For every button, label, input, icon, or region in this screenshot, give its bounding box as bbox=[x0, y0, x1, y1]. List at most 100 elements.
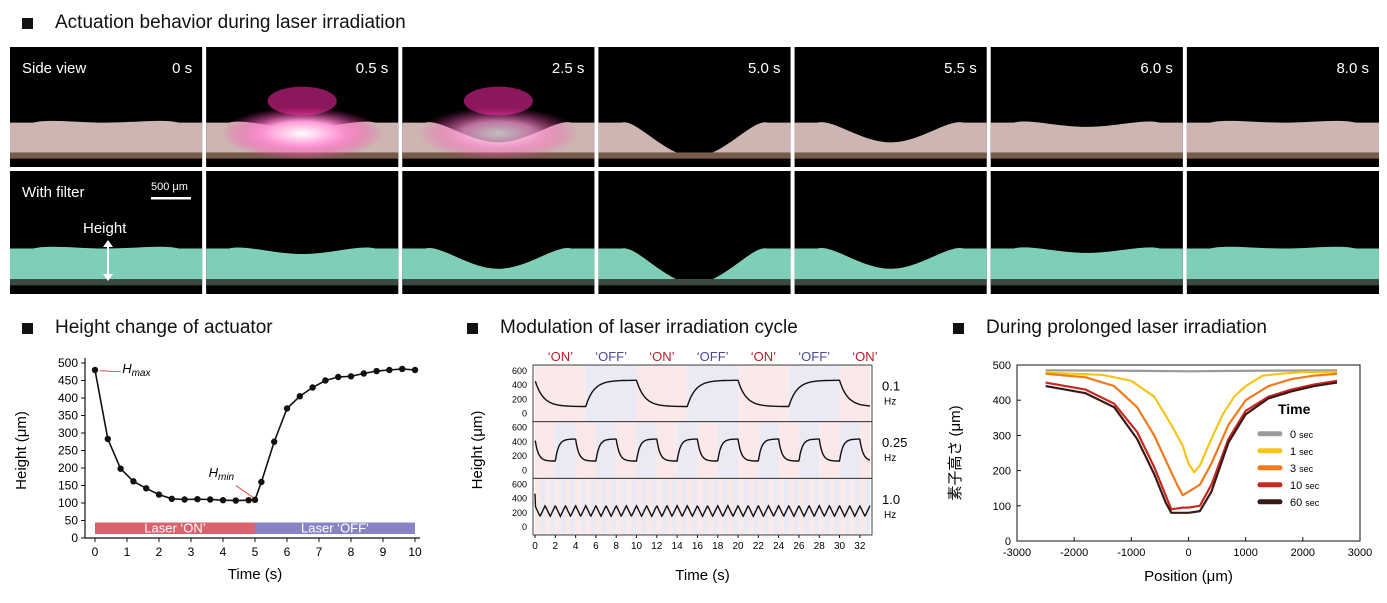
data-point bbox=[373, 367, 380, 375]
substrate-layer bbox=[10, 279, 203, 286]
x-tick-label: 10 bbox=[631, 541, 643, 552]
laser-band bbox=[255, 522, 415, 534]
phase-stripe bbox=[565, 478, 571, 535]
actuator-body bbox=[794, 248, 987, 280]
phase-stripe bbox=[788, 478, 794, 535]
phase-label: ‘OFF’ bbox=[697, 349, 729, 364]
phase-stripe bbox=[692, 478, 698, 535]
phase-stripe bbox=[580, 478, 586, 535]
data-point bbox=[104, 435, 112, 443]
y-tick-label: 400 bbox=[58, 391, 78, 405]
phase-stripe bbox=[738, 365, 789, 422]
phase-stripe bbox=[595, 478, 601, 535]
data-point bbox=[399, 365, 406, 373]
phase-stripe bbox=[727, 478, 733, 535]
phase-stripe bbox=[555, 421, 576, 479]
y-tick-label: 200 bbox=[512, 508, 527, 518]
actuator-body bbox=[402, 248, 595, 280]
x-tick-label: 8 bbox=[613, 541, 619, 552]
timestamp-label: 2.5 s bbox=[552, 60, 585, 77]
phase-stripe bbox=[738, 478, 744, 535]
phase-stripe bbox=[748, 478, 754, 535]
x-tick-label: -3000 bbox=[1003, 547, 1031, 559]
bullet-square-icon bbox=[953, 322, 964, 334]
photo-panel: 0 s 0.5 s 2.5 s 5.0 s 5.5 s 6.0 s 8.0 s Side vi… bbox=[10, 47, 1379, 294]
phase-stripe bbox=[651, 478, 657, 535]
x-tick-label: 2000 bbox=[1291, 547, 1315, 559]
hmin-annotation: Hmin bbox=[209, 465, 235, 483]
phase-label: ‘ON’ bbox=[649, 349, 674, 364]
phase-stripe bbox=[732, 478, 739, 535]
phase-label: ‘OFF’ bbox=[798, 349, 830, 364]
phase-stripe bbox=[697, 478, 703, 535]
phase-stripe bbox=[839, 478, 845, 535]
phase-stripe bbox=[575, 478, 581, 535]
phase-stripe bbox=[672, 478, 678, 535]
phase-stripe bbox=[661, 478, 667, 535]
bullet-square-icon bbox=[22, 322, 33, 334]
phase-stripe bbox=[707, 478, 713, 535]
phase-stripe bbox=[656, 421, 678, 479]
phase-stripe bbox=[611, 478, 617, 535]
actuator-body bbox=[794, 122, 987, 153]
phase-stripe bbox=[743, 478, 749, 535]
data-point bbox=[207, 496, 214, 503]
substrate-layer bbox=[10, 152, 203, 159]
y-tick-label: 500 bbox=[58, 356, 78, 370]
x-tick-label: 16 bbox=[692, 541, 704, 552]
x-tick-label: 3 bbox=[188, 545, 195, 559]
section-title: During prolonged laser irradiation bbox=[986, 317, 1267, 338]
phase-stripe bbox=[717, 421, 739, 479]
phase-stripe bbox=[616, 421, 637, 479]
laser-scatter bbox=[267, 86, 337, 116]
phase-stripe bbox=[702, 478, 708, 535]
x-tick-label: 14 bbox=[672, 541, 684, 552]
modulation-series-line bbox=[534, 493, 871, 518]
modulation-series-line bbox=[534, 379, 870, 408]
bullet-square-icon bbox=[22, 17, 33, 29]
x-tick-label: 0 bbox=[532, 541, 538, 552]
data-point bbox=[309, 384, 316, 391]
phase-stripe bbox=[763, 478, 769, 535]
actuator-body bbox=[990, 247, 1183, 280]
phase-stripe bbox=[646, 478, 652, 535]
x-tick-label: 28 bbox=[814, 541, 826, 552]
x-tick-label: 0 bbox=[92, 545, 99, 559]
y-axis-label: 素子高さ (μm) bbox=[947, 405, 964, 500]
x-tick-label: 3000 bbox=[1348, 547, 1372, 559]
y-tick-label: 150 bbox=[58, 479, 78, 493]
chart-height-change: 0 50 100 150 200 250 300 350 400 450 500 0 1 2 3 4 5 6 7 8 9… bbox=[13, 356, 422, 583]
phase-stripe bbox=[809, 478, 815, 535]
phase-stripe bbox=[687, 478, 693, 535]
section-title: Actuation behavior during laser irradiat… bbox=[55, 12, 406, 33]
data-point bbox=[258, 478, 265, 486]
laser-glow bbox=[221, 107, 383, 160]
y-tick-label: 0 bbox=[522, 465, 527, 475]
phase-stripe bbox=[859, 478, 865, 535]
phase-stripe bbox=[666, 478, 673, 535]
frequency-unit: Hz bbox=[884, 510, 896, 521]
phase-stripe bbox=[859, 421, 870, 479]
phase-stripe bbox=[768, 478, 774, 535]
legend-label: 3 sec bbox=[1290, 463, 1314, 475]
x-tick-label: 12 bbox=[651, 541, 663, 552]
phase-stripe bbox=[798, 421, 820, 479]
x-tick-label: 26 bbox=[793, 541, 805, 552]
y-tick-label: 0 bbox=[71, 531, 78, 545]
y-tick-label: 500 bbox=[993, 360, 1011, 372]
section-title: Modulation of laser irradiation cycle bbox=[500, 317, 798, 338]
phase-stripe bbox=[758, 421, 779, 479]
frequency-unit: Hz bbox=[884, 453, 896, 464]
phase-stripe bbox=[834, 478, 840, 535]
y-tick-label: 50 bbox=[65, 514, 79, 528]
y-tick-label: 200 bbox=[512, 394, 527, 404]
x-tick-label: 2 bbox=[156, 545, 163, 559]
x-tick-label: 9 bbox=[380, 545, 387, 559]
y-tick-label: 0 bbox=[522, 522, 527, 532]
data-point bbox=[360, 370, 367, 377]
actuator-body bbox=[1186, 246, 1379, 280]
phase-stripe bbox=[606, 478, 612, 535]
phase-stripe bbox=[738, 421, 759, 479]
phase-stripe bbox=[585, 365, 637, 422]
x-tick-label: 4 bbox=[573, 541, 579, 552]
